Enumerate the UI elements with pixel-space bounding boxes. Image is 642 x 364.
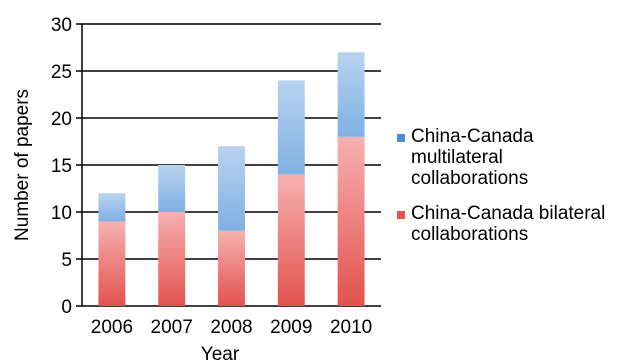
bar-segment-series-1 [218, 146, 245, 231]
bar-segment-series-0 [337, 136, 365, 306]
bar-segment-series-1 [98, 193, 126, 222]
x-tick-label: 2008 [210, 317, 252, 338]
legend-label: China-Canada [411, 126, 534, 147]
y-tick-label: 10 [51, 203, 72, 224]
bar-segment-series-0 [277, 174, 305, 306]
legend-swatch [397, 211, 405, 219]
y-tick-label: 25 [51, 62, 72, 83]
x-tick-labels: 2006 2007 2008 2009 2010 [91, 317, 372, 338]
legend-label: collaborations [411, 224, 528, 245]
y-tick-label: 20 [51, 109, 72, 130]
y-tick-label: 0 [61, 297, 72, 318]
x-tick-label: 2010 [330, 317, 372, 338]
y-tick-label: 5 [61, 250, 72, 271]
x-tick-label: 2007 [151, 317, 193, 338]
legend-label: China-Canada bilateral [411, 203, 605, 224]
legend-label: multilateral [411, 147, 503, 168]
legend-label: collaborations [411, 168, 528, 189]
y-tick-labels: 0 5 10 15 20 25 30 [51, 15, 72, 318]
bar-segment-series-1 [158, 165, 186, 212]
bar-segment-series-0 [98, 221, 126, 306]
legend: China-CanadamultilateralcollaborationsCh… [397, 126, 605, 245]
x-tick-label: 2009 [270, 317, 312, 338]
legend-swatch [397, 134, 405, 142]
y-axis-title: Number of papers [12, 89, 33, 241]
bar-segment-series-1 [277, 80, 305, 175]
bars [98, 52, 365, 306]
y-tick-label: 15 [51, 156, 72, 177]
x-axis-title: Year [201, 344, 240, 364]
bar-segment-series-0 [158, 212, 186, 306]
x-tick-label: 2006 [91, 317, 133, 338]
bar-segment-series-0 [218, 230, 245, 306]
y-tick-label: 30 [51, 15, 72, 36]
bar-segment-series-1 [337, 52, 365, 137]
